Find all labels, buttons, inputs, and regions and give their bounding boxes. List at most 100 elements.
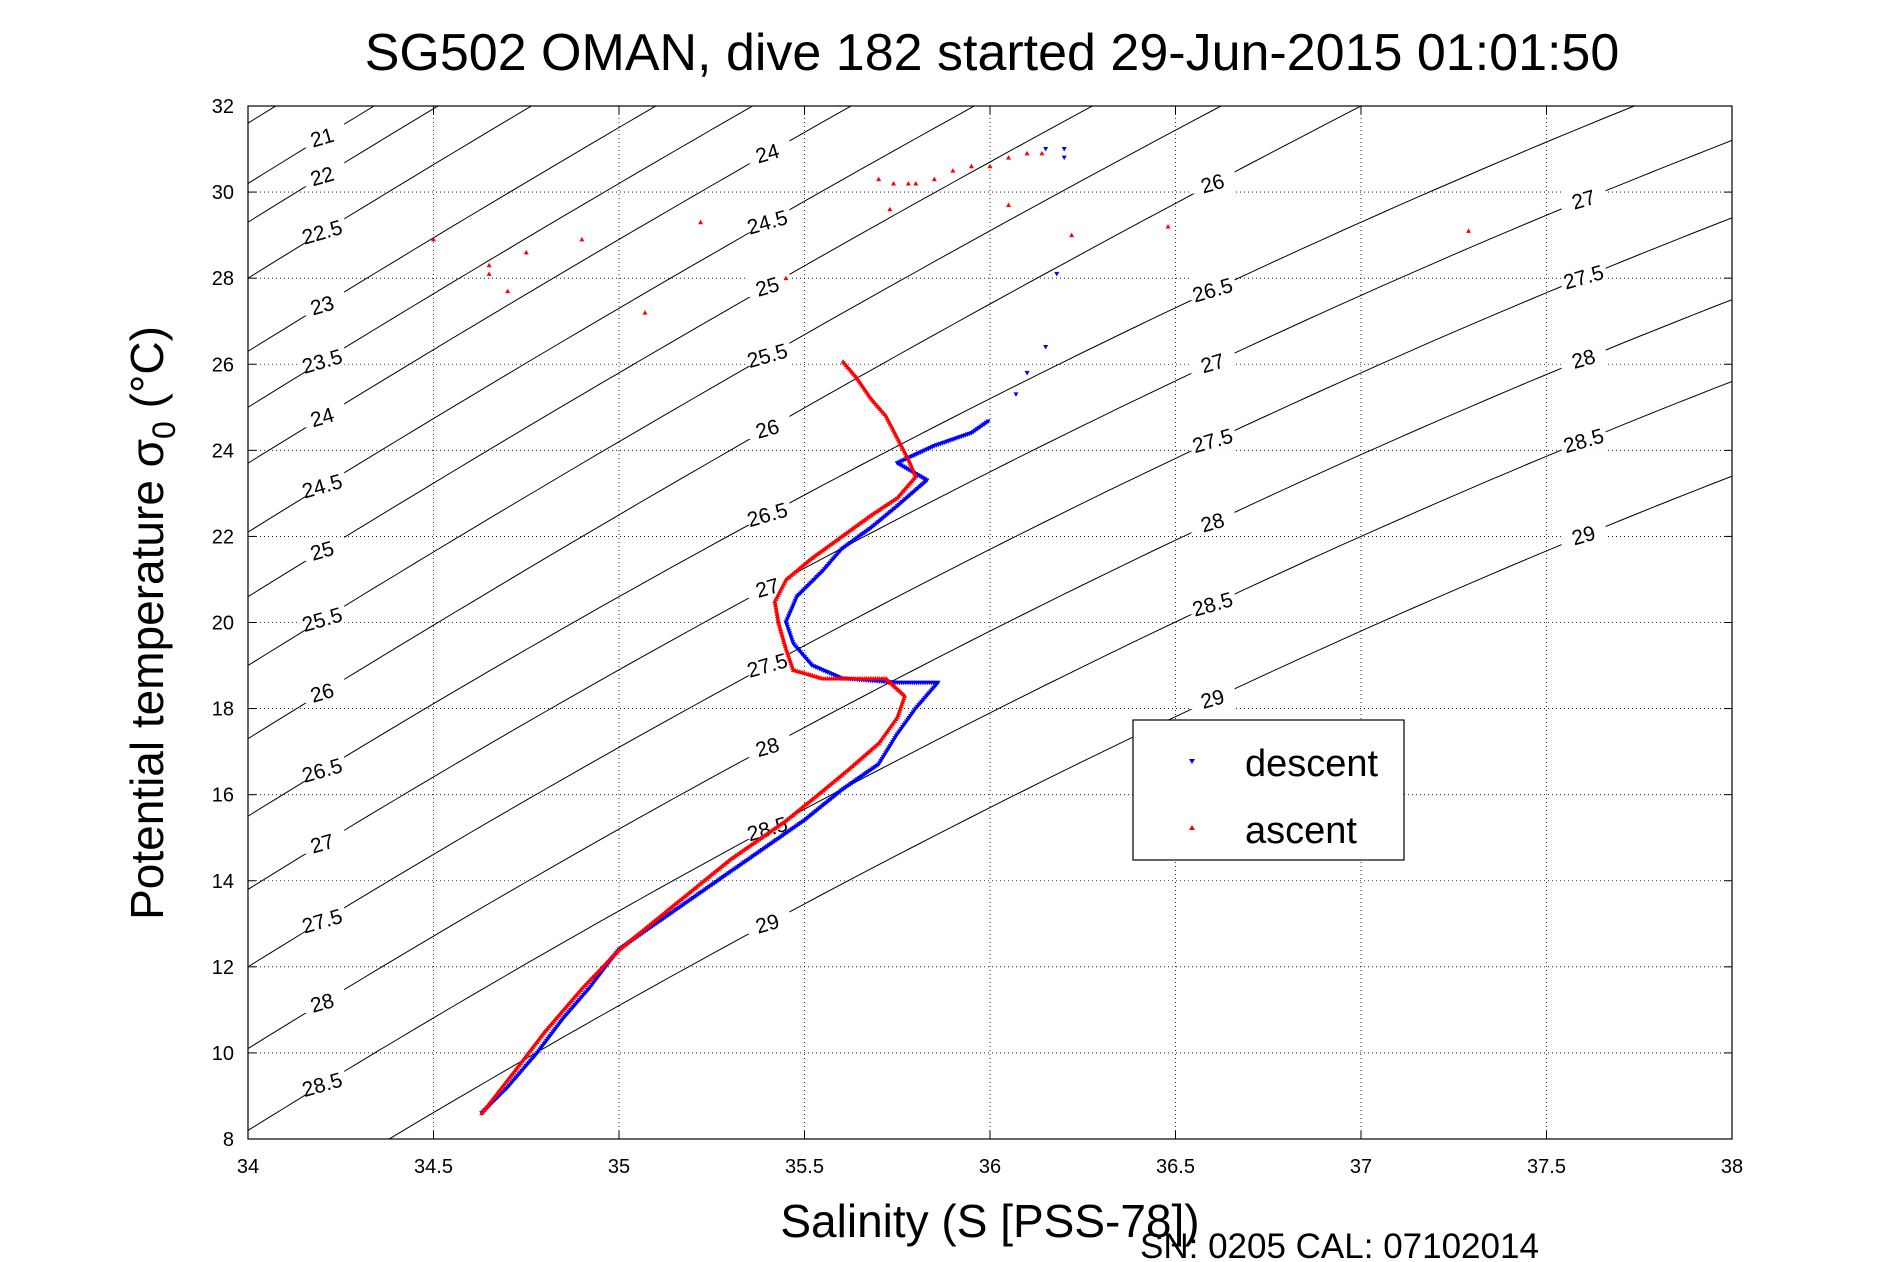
ascent-point [783, 275, 789, 281]
y-tick-label: 10 [212, 1043, 234, 1065]
legend-descent-label: descent [1245, 743, 1379, 785]
y-tick-label: 22 [212, 526, 234, 548]
ascent-point [840, 359, 846, 364]
density-contour-line [248, 299, 1732, 1050]
descent-point [1061, 147, 1067, 152]
y-tick-label: 12 [212, 957, 234, 979]
contour-label-bg [745, 909, 790, 934]
descent-point [1024, 370, 1030, 376]
x-tick-label: 38 [1721, 1156, 1743, 1178]
ascent-point [1466, 228, 1472, 233]
ascent-point [968, 163, 974, 169]
density-contour-line [248, 106, 1223, 666]
ascent-point [1165, 224, 1171, 229]
contour-label-bg [300, 988, 345, 1013]
x-tick-label: 36 [979, 1156, 1001, 1178]
y-axis-label-main: Potential temperature σ [121, 439, 173, 920]
descent-point [1054, 271, 1060, 277]
contour-label-bg [745, 341, 790, 366]
descent-point [985, 419, 991, 424]
x-tick-label: 35 [608, 1156, 630, 1178]
contour-label-bg [300, 347, 345, 372]
contour-label-bg [1561, 185, 1606, 210]
x-tick-label: 37.5 [1527, 1156, 1566, 1178]
descent-point [1061, 155, 1067, 161]
data-series [431, 147, 1472, 1116]
x-axis-label: Salinity (S [PSS-78]) [780, 1195, 1199, 1247]
contour-label-bg [1190, 508, 1235, 533]
contour-label-bg [300, 472, 345, 497]
ascent-point [876, 176, 882, 182]
density-contour-line [248, 106, 1094, 598]
y-tick-label: 24 [212, 440, 234, 462]
contour-label-bg [1561, 345, 1606, 370]
density-contours: 212222.52323.5242424.524.5252525.525.526… [248, 106, 1732, 1139]
ascent-point [987, 163, 993, 169]
y-axis-label: Potential temperature σ0 (°C) [121, 326, 182, 920]
legend: descent ascent [1132, 719, 1405, 861]
contour-label-bg [300, 403, 345, 428]
y-tick-label: 8 [223, 1129, 234, 1151]
contour-label-bg [1190, 685, 1235, 710]
grid-lines [248, 106, 1732, 1139]
x-tick-label: 34 [237, 1156, 259, 1178]
ascent-point [905, 180, 911, 186]
legend-ascent-marker [1189, 825, 1195, 830]
y-tick-label: 14 [212, 871, 234, 893]
contour-label-bg [1190, 590, 1235, 615]
contour-label-bg [300, 829, 345, 854]
descent-point [1043, 147, 1049, 152]
x-tick-label: 35.5 [785, 1156, 824, 1178]
y-tick-label: 30 [212, 182, 234, 204]
ascent-point [1039, 150, 1045, 156]
x-tick-label: 34.5 [414, 1156, 453, 1178]
density-contour-line [248, 106, 657, 352]
ascent-point [931, 176, 937, 182]
contour-label-bg [300, 605, 345, 630]
density-contour-line [248, 106, 853, 464]
chart-title: SG502 OMAN, dive 182 started 29-Jun-2015… [365, 24, 1620, 82]
contour-label-bg [1190, 276, 1235, 301]
contour-label-bg [300, 536, 345, 561]
density-contour-line [248, 217, 1732, 968]
contour-label-bg [1190, 169, 1235, 194]
serial-calibration-text: SN: 0205 CAL: 07102014 [1140, 1227, 1539, 1262]
ascent-point [891, 180, 897, 186]
descent-point [1043, 345, 1049, 350]
contour-label-bg [300, 1070, 345, 1095]
y-tick-label: 18 [212, 699, 234, 721]
contour-label-bg [1561, 426, 1606, 451]
density-contour-line [248, 106, 1636, 817]
contour-label-bg [745, 733, 790, 758]
y-tick-label: 16 [212, 785, 234, 807]
legend-ascent-label: ascent [1245, 810, 1357, 852]
contour-label-bg [300, 291, 345, 316]
density-contour-line [388, 475, 1732, 1139]
ascent-point [1006, 202, 1012, 207]
contour-label-bg [745, 500, 790, 525]
ascent-point [950, 168, 956, 173]
ascent-point [579, 236, 585, 242]
contour-label-bg [745, 208, 790, 233]
contour-label-bg [300, 123, 345, 148]
axis-ticks: 34 34.5 35 35.5 36 36.5 37 37.5 38 8 10 12 14 16 18 20 2… [212, 96, 1743, 1178]
contour-label-bg [745, 272, 790, 297]
contour-label-bg [745, 139, 790, 164]
ascent-point [887, 206, 893, 212]
contour-label-bg [1190, 426, 1235, 451]
contour-label-bg [300, 162, 345, 187]
y-tick-label: 28 [212, 268, 234, 290]
ascent-point [1024, 150, 1030, 156]
contour-label-bg [300, 678, 345, 703]
density-contour-line [248, 106, 754, 408]
y-tick-label: 26 [212, 354, 234, 376]
ascent-point [913, 180, 919, 186]
contour-label-bg [745, 651, 790, 676]
contour-label-bg [300, 218, 345, 243]
ascent-point [431, 236, 436, 242]
density-contour-line [248, 139, 1732, 890]
contour-label-bg [300, 907, 345, 932]
y-tick-label: 32 [212, 96, 234, 118]
contour-label-bg [1190, 349, 1235, 374]
